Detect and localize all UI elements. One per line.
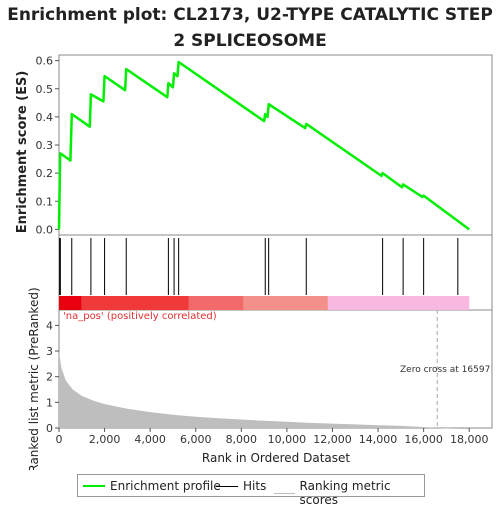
ranking-bar-segment — [327, 296, 470, 310]
es-ytick-label: 0.2 — [36, 167, 54, 180]
xtick-label: 8,000 — [226, 433, 258, 446]
legend-swatch-enrichment — [83, 485, 105, 487]
metric-ytick-label: 4 — [46, 319, 53, 332]
es-panel-frame — [58, 54, 493, 236]
legend-label-hits: Hits — [243, 479, 267, 493]
metric-ytick-label: 2 — [46, 371, 53, 384]
es-ytick-label: 0.6 — [36, 55, 54, 68]
legend-item-hits: Hits — [216, 479, 266, 493]
zero-cross-label: Zero cross at 16597 — [400, 365, 490, 375]
positive-correlation-label: 'na_pos' (positively correlated) — [63, 311, 217, 322]
xtick-label: 6,000 — [180, 433, 212, 446]
gsea-enrichment-chart: 0.0 0.1 0.2 0.3 0.4 0.5 0.6 0 1 2 3 4 0 2,000 4,000 6… — [15, 54, 493, 470]
xtick-label: 16,000 — [404, 433, 443, 446]
chart-title: Enrichment plot: CL2173, U2-TYPE CATALYT… — [7, 5, 493, 51]
legend-label-enrichment: Enrichment profile — [110, 479, 221, 493]
es-ytick-label: 0.4 — [36, 111, 54, 124]
metric-ytick-label: 1 — [46, 396, 53, 409]
xtick-label: 4,000 — [134, 433, 166, 446]
ranking-bar-segment — [59, 296, 82, 310]
es-ytick-label: 0.5 — [36, 83, 54, 96]
enrichment-profile-line — [57, 60, 470, 231]
es-ytick-label: 0.3 — [36, 139, 54, 152]
legend-item-enrichment: Enrichment profile — [83, 479, 221, 493]
metric-ylabel: Ranked list metric (PreRanked) — [27, 287, 41, 470]
es-line-layer — [57, 60, 470, 231]
metric-ytick-label: 3 — [46, 345, 53, 358]
metric-ticks: 0 1 2 3 4 — [46, 319, 59, 435]
metric-ytick-label: 0 — [46, 422, 53, 435]
legend: Enrichment profile Hits Ranking metric s… — [77, 474, 425, 507]
ranking-bar-segment — [81, 296, 189, 310]
xtick-label: 0 — [56, 433, 63, 446]
xtick-label: 2,000 — [89, 433, 121, 446]
ranking-bar-layer — [59, 296, 470, 310]
metric-panel-frame — [58, 309, 493, 429]
es-ylabel: Enrichment score (ES) — [15, 71, 30, 234]
legend-label-ranking: Ranking metric scores — [299, 479, 391, 507]
xtick-label: 10,000 — [268, 433, 307, 446]
xtick-label: 18,000 — [450, 433, 489, 446]
ranking-bar-segment — [243, 296, 328, 310]
es-ytick-label: 0.1 — [36, 195, 54, 208]
metric-layer — [59, 310, 470, 430]
es-ticks: 0.0 0.1 0.2 0.3 0.4 0.5 0.6 — [36, 55, 59, 236]
hits-layer — [59, 238, 459, 295]
ranking-metric-area — [59, 351, 470, 430]
es-ytick-label: 0.0 — [36, 223, 54, 236]
legend-swatch-ranking — [274, 492, 295, 494]
ranking-bar-segment — [188, 296, 244, 310]
legend-item-ranking: Ranking metric scores — [274, 479, 424, 507]
x-ticks: 0 2,000 4,000 6,000 8,000 10,000 12,000 14,000 1… — [56, 428, 489, 446]
xtick-label: 12,000 — [313, 433, 352, 446]
xtick-label: 14,000 — [359, 433, 398, 446]
legend-swatch-hits — [216, 485, 238, 487]
xlabel: Rank in Ordered Dataset — [202, 451, 350, 465]
